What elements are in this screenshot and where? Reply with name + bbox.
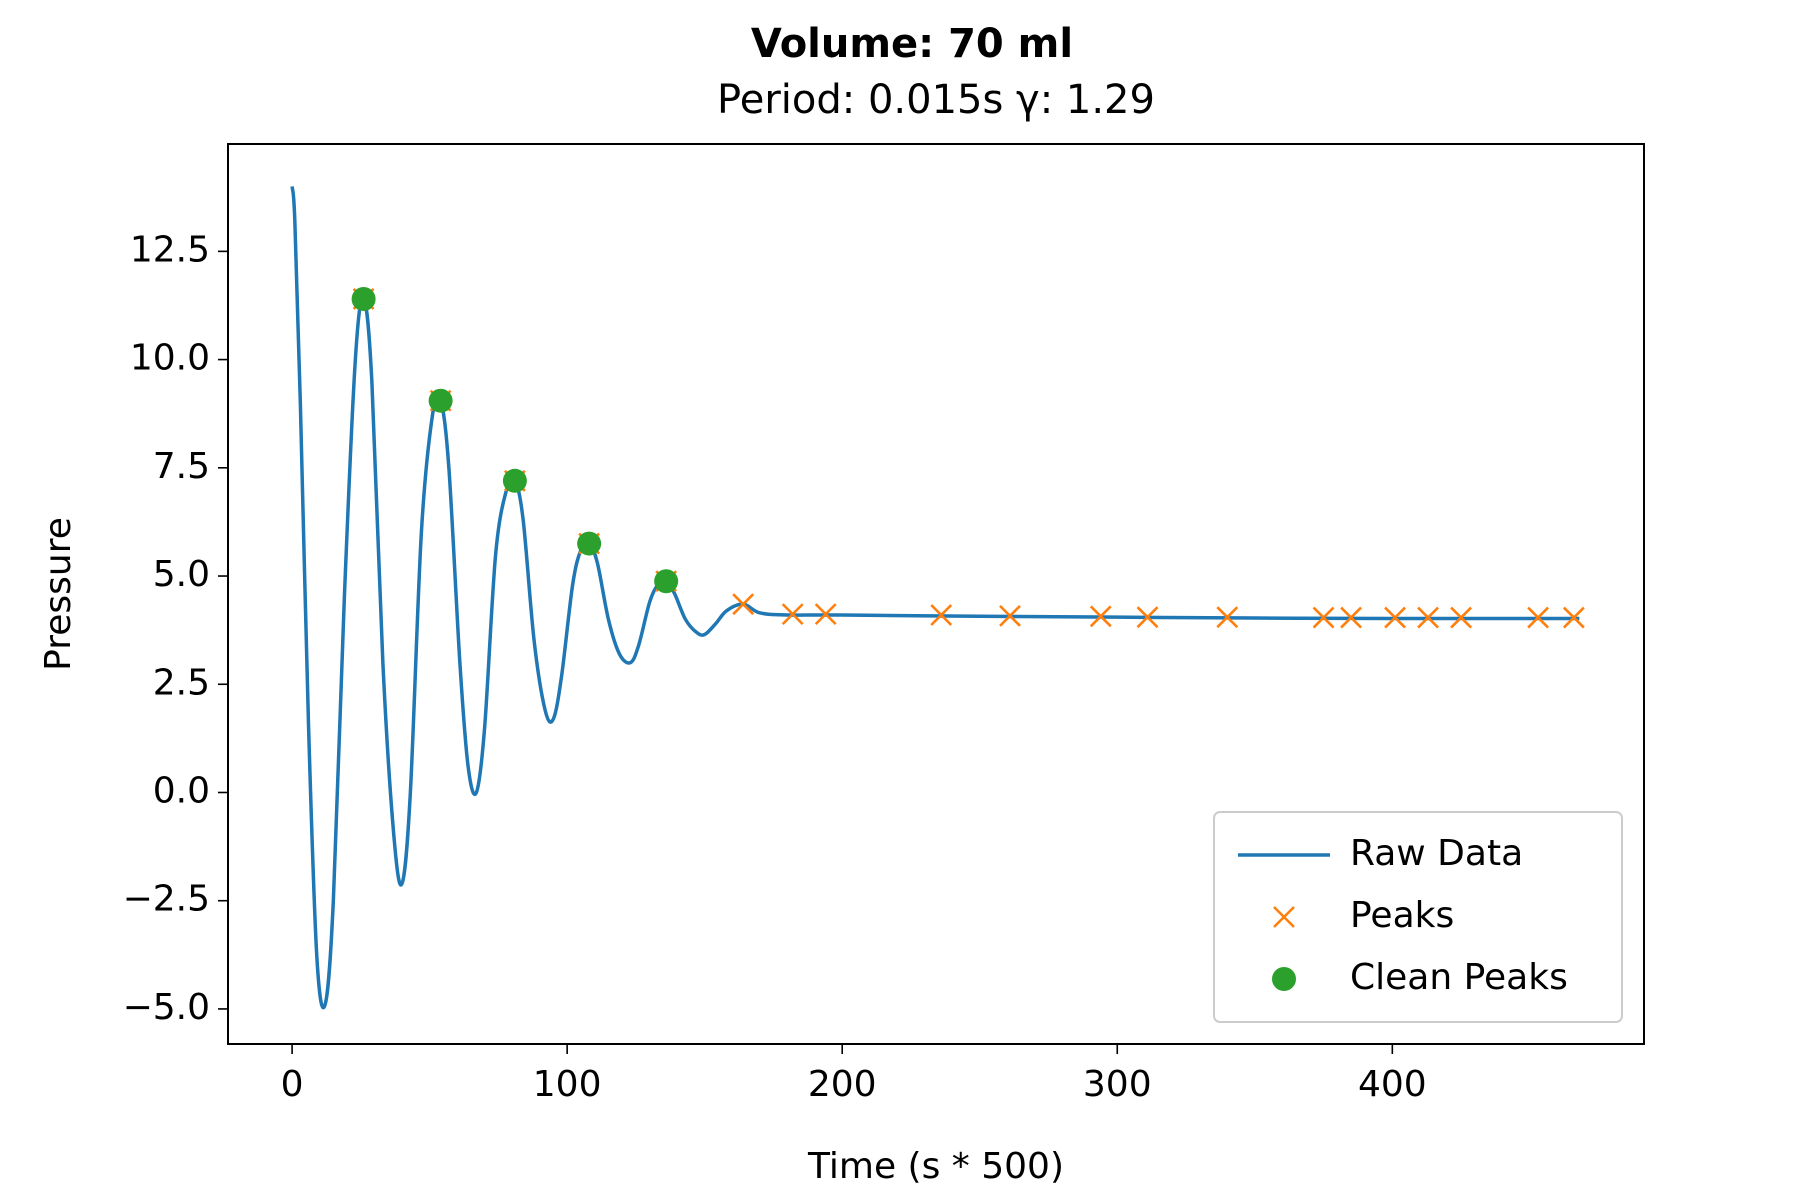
legend-label: Peaks [1350,895,1454,936]
x-tick-label: 100 [533,1064,602,1105]
y-axis-label: Pressure [38,517,79,671]
peak-marker [1450,606,1473,629]
plot-frame [227,143,1645,1045]
y-tick-label: 10.0 [130,338,210,379]
legend-box [1213,811,1623,1023]
x-tick-label: 0 [281,1064,304,1105]
peak-marker [999,604,1021,627]
x-tick-label: 400 [1358,1064,1427,1105]
peak-marker [1527,606,1550,629]
y-tick-label: 0.0 [153,770,210,811]
legend-label: Clean Peaks [1350,957,1568,998]
legend-swatch [1272,967,1296,991]
legend-swatch [1273,906,1295,928]
legend-label: Raw Data [1350,833,1523,874]
peak-marker [1216,606,1239,629]
y-tick-label: 7.5 [153,446,210,487]
y-tick-label: −5.0 [123,987,210,1028]
clean-peak-marker [351,286,376,311]
y-tick-label: 2.5 [153,662,210,703]
y-tick-label: 12.5 [130,229,210,270]
peak-marker [1417,606,1439,629]
y-tick-label: −2.5 [123,879,210,920]
x-tick-label: 300 [1083,1064,1152,1105]
clean-peak-marker [654,569,679,594]
chart-subtitle: Period: 0.015s γ: 1.29 [717,77,1155,123]
x-axis-label: Time (s * 500) [807,1146,1064,1187]
peak-marker [1136,606,1159,629]
peak-marker [1089,605,1112,628]
peak-marker [732,593,755,616]
peak-marker [1340,606,1362,629]
x-tick-label: 200 [808,1064,877,1105]
peak-marker [1312,606,1335,629]
chart-title: Volume: 70 ml [751,21,1073,67]
peak-marker [930,604,953,626]
clean-peak-marker [577,531,602,556]
peak-marker [781,603,804,626]
plot-area [290,186,1585,1010]
peak-marker [1562,606,1585,629]
peak-marker [814,603,837,626]
clean-peak-marker [428,388,453,413]
peak-marker [1384,606,1406,629]
y-tick-label: 5.0 [153,554,210,595]
clean-peak-marker [502,468,527,493]
